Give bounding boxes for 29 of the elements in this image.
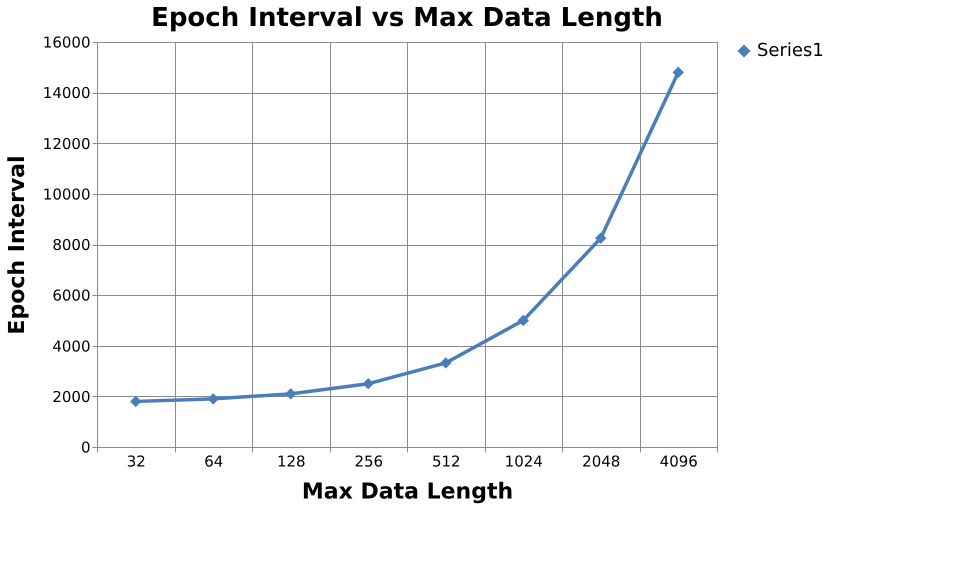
point	[518, 314, 529, 326]
point	[440, 357, 452, 369]
y-tick-label: 12000	[42, 134, 90, 153]
y-tick-label: 14000	[42, 84, 90, 102]
x-tick-label: 512	[432, 452, 461, 470]
chart-title: Epoch Interval vs Max Data Length	[151, 3, 663, 33]
point	[285, 388, 296, 400]
point	[208, 393, 219, 405]
y-tick-label: 2000	[52, 388, 90, 406]
x-axis-title: Max Data Length	[302, 480, 514, 504]
x-tick-label: 64	[204, 452, 224, 470]
x-tick-label: 256	[354, 452, 384, 470]
point	[672, 66, 684, 78]
y-tick-label: 16000	[42, 34, 90, 52]
x-tick-label: 4096	[660, 452, 698, 470]
legend-label: Series1	[757, 40, 824, 61]
point	[595, 232, 606, 244]
y-tick-label: 4000	[52, 337, 90, 356]
x-tick-label: 128	[276, 452, 306, 470]
x-tick-label: 32	[126, 452, 146, 470]
y-tick-label: 0	[80, 438, 90, 456]
x-tick-label: 1024	[504, 452, 543, 470]
y-tick-label: 6000	[52, 286, 90, 305]
y-axis-title: Epoch Interval	[4, 155, 30, 335]
x-tick-label: 2048	[582, 452, 620, 470]
point	[130, 396, 142, 408]
y-tick-label: 8000	[52, 236, 90, 254]
point	[362, 378, 374, 390]
y-tick-label: 10000	[42, 185, 90, 204]
